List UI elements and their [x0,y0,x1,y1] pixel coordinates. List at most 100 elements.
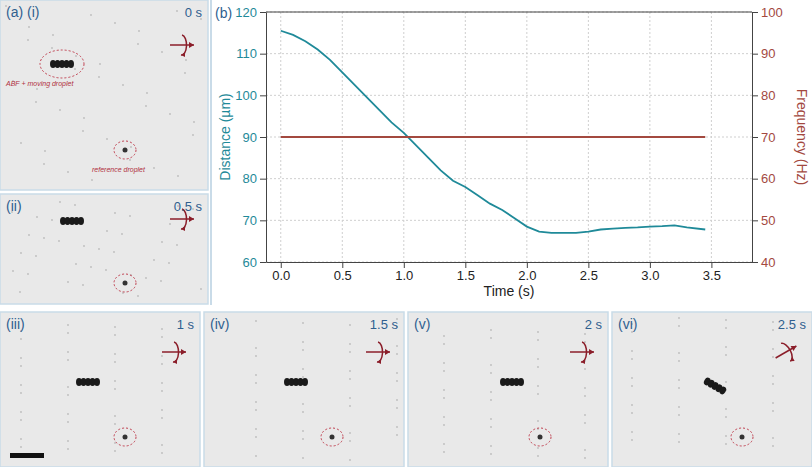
time-label: 2.5 s [778,317,807,332]
speckle [396,434,398,436]
tick-label: 3.5 [703,268,721,283]
speckle [91,179,93,181]
speckle [772,356,774,358]
tick: 2.0 [518,262,536,283]
rotation-arrowhead [189,42,194,48]
abf-segment [518,378,524,386]
tick-mark [752,179,758,180]
speckle [537,393,539,395]
speckle [302,430,304,432]
image-panel: (a) (i)0 sABF + moving dropletreference … [0,0,208,190]
speckle [58,240,60,242]
speckle [678,379,680,381]
speckle [584,422,586,424]
reference-outline [114,428,136,446]
tick-mark [527,262,528,268]
speckle [113,251,115,253]
speckle [537,455,539,457]
speckle [631,404,633,406]
tick-mark [650,262,651,268]
speckle [490,453,492,455]
speckle [67,351,69,353]
rotation-arrowhead [589,349,594,355]
rotation-arc [581,342,587,362]
rotation-icon [170,35,194,57]
speckle [396,345,398,347]
speckle [67,359,69,361]
speckle [396,426,398,428]
panel-label: (ii) [6,198,22,214]
speckle [725,435,727,437]
speckle [537,366,539,368]
speckle [584,368,586,370]
speckle [396,353,398,355]
speckle [20,142,22,144]
speckle [145,277,147,279]
rotation-arrowhead [189,216,194,222]
speckle [349,432,351,434]
speckle [52,34,54,36]
speckle [537,339,539,341]
speckle [114,423,116,425]
rotation-icon [162,342,186,364]
speckle [20,384,22,386]
speckle [443,416,445,418]
speckle [302,403,304,405]
tick: 120 [235,5,266,20]
speckle [20,357,22,359]
speckle [678,352,680,354]
speckle [145,105,147,107]
speckle [490,399,492,401]
time-label: 1.5 s [370,317,399,332]
speckle [631,350,633,352]
speckle [725,346,727,348]
speckle [255,455,257,457]
image-panel: (v)2 s [408,312,608,467]
speckle [67,171,69,173]
speckle [161,417,163,419]
reference-outline [321,428,343,446]
speckle [255,355,257,357]
speckle [153,167,155,169]
speckle [678,325,680,327]
speckle [51,47,53,49]
tick: 3.0 [641,262,659,283]
speckle [43,163,45,165]
speckle [82,130,84,132]
speckle [28,234,30,236]
speckle [725,443,727,445]
speckle [631,431,633,433]
speckle [584,457,586,459]
x-axis: 0.00.51.01.52.02.53.03.5 [267,262,753,283]
tick-label: 2.5 [580,268,598,283]
tick-mark [260,12,266,13]
grid-line [266,137,752,138]
speckle [146,92,148,94]
abf-outline [40,50,84,78]
rotation-arc-head [377,359,381,364]
speckle [161,51,163,53]
speckle [631,385,633,387]
speckle [772,402,774,404]
speckle [443,362,445,364]
speckle [83,117,85,119]
speckle [631,358,633,360]
speckle [443,370,445,372]
tick-label: 70 [243,213,257,228]
speckle [772,437,774,439]
speckle [114,353,116,355]
tick: 110 [236,46,266,61]
speckle [584,395,586,397]
speckle [725,381,727,383]
speckle [772,375,774,377]
speckle [20,338,22,340]
speckle [129,159,131,161]
speckle [161,409,163,411]
rotation-icon [771,337,803,368]
tick-mark [260,95,266,96]
speckle [255,409,257,411]
speckle [161,452,163,454]
tick-label: 0.5 [334,268,352,283]
tick-label: 3.0 [641,268,659,283]
reference-droplet [538,435,543,440]
